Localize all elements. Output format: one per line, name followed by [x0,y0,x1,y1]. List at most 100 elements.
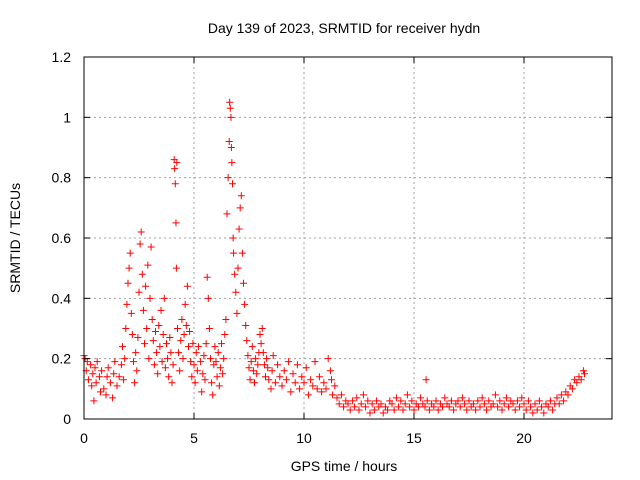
data-point [353,394,361,402]
data-point [329,391,337,399]
data-point [227,113,235,121]
data-point [346,406,354,414]
data-point [153,349,161,357]
data-point [215,382,223,390]
data-point [555,400,563,408]
data-point [384,406,392,414]
y-tick-label: 0 [63,411,71,427]
x-tick-label: 20 [516,430,532,446]
data-point [188,373,196,381]
data-point [480,400,488,408]
data-point [235,225,243,233]
data-point [223,210,231,218]
data-point [311,358,319,366]
data-point [502,394,510,402]
data-point [520,400,528,408]
data-point [390,406,398,414]
data-point [165,373,173,381]
data-point [254,361,262,369]
data-point [176,367,184,375]
data-point [172,219,180,227]
data-point [370,406,378,414]
data-point [227,144,235,151]
data-point [212,358,220,366]
data-point [421,403,429,411]
data-point [234,264,242,272]
data-point [141,340,148,348]
data-point [540,409,548,417]
data-point [513,397,521,405]
data-point [117,361,125,369]
data-point [531,400,539,408]
data-point [104,364,112,372]
data-point [414,403,422,411]
data-point [300,379,308,387]
grid [84,57,612,419]
data-point [186,328,194,336]
data-point [304,391,312,399]
data-point [377,400,385,408]
y-tick-label: 0.6 [52,230,72,246]
data-point [401,400,409,408]
data-point [392,394,400,402]
data-point [403,391,411,399]
data-point [430,403,438,411]
data-point [331,382,339,390]
data-point [242,321,250,329]
data-point [399,406,407,414]
data-point [229,234,237,242]
data-point [249,367,257,375]
data-point [156,343,164,351]
data-point [134,334,142,342]
data-point [100,385,108,393]
data-point [568,385,576,393]
data-point [469,400,477,408]
x-tick-label: 10 [296,430,312,446]
data-point [494,403,502,411]
data-point [143,325,151,332]
data-point [516,403,524,411]
data-point [263,355,271,363]
data-point [144,261,152,269]
data-point [445,403,453,411]
data-point [260,361,268,369]
x-tick-label: 5 [190,430,198,446]
data-point [527,403,535,411]
data-point [201,376,209,384]
data-point [237,192,245,200]
data-point [111,358,119,366]
data-point [231,270,239,278]
data-point [230,249,238,257]
data-point [205,325,213,332]
data-point [194,343,202,351]
data-point [124,279,132,287]
data-point [289,370,297,378]
data-point [163,340,170,348]
data-point [262,373,269,381]
data-point [185,343,192,351]
data-point [322,385,330,393]
data-point [274,361,282,369]
data-point [226,104,234,112]
y-tick-label: 1 [63,109,71,125]
data-point [211,343,219,351]
data-point [198,388,206,396]
data-point [218,340,225,348]
data-point [232,288,240,296]
data-point [264,364,272,372]
data-point [456,403,464,411]
data-point [229,180,236,188]
data-point [298,373,306,381]
data-point [538,403,546,411]
data-point [287,388,295,396]
data-point [291,379,299,387]
data-point [579,367,587,375]
y-tick-label: 0.2 [52,351,72,367]
data-point [434,406,442,414]
data-point [166,334,174,342]
data-point [169,361,177,369]
data-point [138,270,146,278]
data-point [465,397,473,405]
data-point [174,325,181,332]
